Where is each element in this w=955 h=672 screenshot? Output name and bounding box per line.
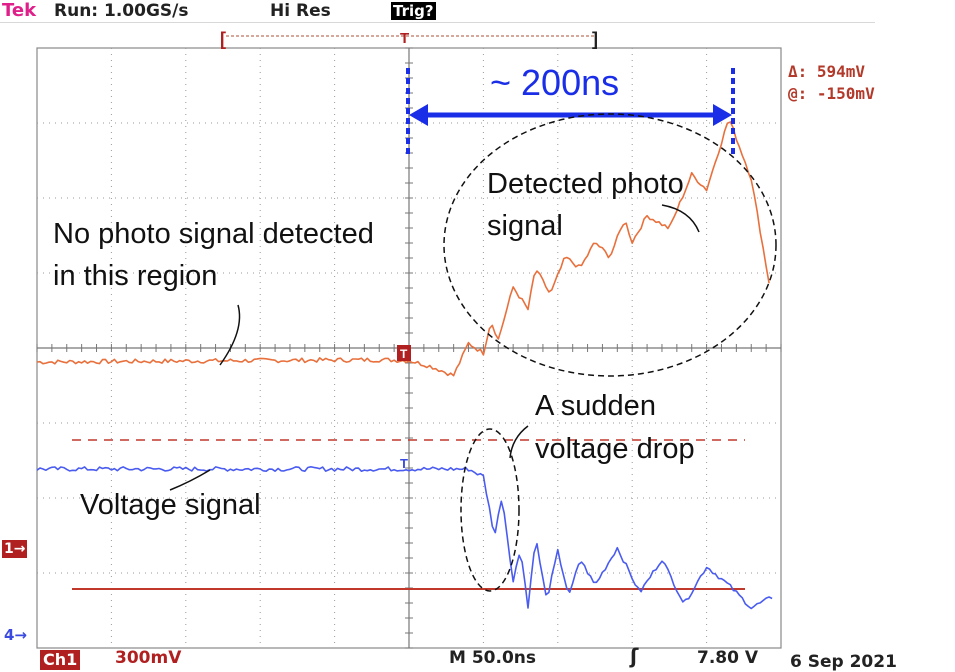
timebase-readout: M 50.0ns xyxy=(449,648,537,668)
svg-text:[: [ xyxy=(220,29,226,49)
acquisition-mode: Hi Res xyxy=(270,1,331,21)
trigger-position-bracket: [ ] T xyxy=(220,29,598,49)
svg-text:]: ] xyxy=(592,29,598,49)
voltage-signal-label: Voltage signal xyxy=(80,489,261,521)
photo-label-line2: signal xyxy=(487,210,563,242)
run-status: Run: 1.00GS/s xyxy=(54,1,189,21)
span-arrow-left xyxy=(409,104,428,126)
rising-edge-icon: ʃ xyxy=(630,644,639,668)
span-label: ~ 200ns xyxy=(490,62,619,103)
ch1-volts-per-div: 300mV xyxy=(115,648,182,668)
status-bar: Tek Run: 1.00GS/s Hi Res Trig? xyxy=(0,0,955,22)
photo-callout-line xyxy=(661,204,700,233)
trigger-level-readout: 7.80 V xyxy=(697,648,759,668)
voltage-drop-ellipse xyxy=(460,428,520,592)
time-span-annotation: ~ 200ns xyxy=(406,62,735,155)
cursor-at-readout: @: -150mV xyxy=(788,84,875,103)
ch4-ground-marker[interactable]: 4→ xyxy=(4,626,28,644)
no-signal-label-line2: in this region xyxy=(53,260,217,292)
no-signal-label-line1: No photo signal detected xyxy=(53,218,374,250)
drop-label-line2: voltage drop xyxy=(535,433,695,465)
no-signal-callout-line xyxy=(219,304,241,366)
ch1-label[interactable]: Ch1 xyxy=(40,650,81,670)
voltage-trace xyxy=(36,466,773,610)
drop-callout-line xyxy=(509,425,529,459)
graticule xyxy=(36,47,782,649)
top-divider xyxy=(0,22,875,23)
ch1-trigger-marker xyxy=(397,345,411,361)
span-arrow-right xyxy=(713,104,732,126)
brand-logo: Tek xyxy=(2,0,37,21)
cursor-delta-readout: Δ: 594mV xyxy=(788,62,866,81)
ch1-ground-marker[interactable]: 1→ xyxy=(2,540,28,558)
date-readout: 6 Sep 2021 xyxy=(790,652,897,672)
trigger-position-marker: T xyxy=(400,30,409,47)
photo-label-line1: Detected photo xyxy=(487,168,684,200)
drop-label-line1: A sudden xyxy=(535,390,656,422)
voltage-callout-line xyxy=(169,469,211,491)
ch1-trigger-marker-label: T xyxy=(400,347,408,361)
ch4-trigger-marker-label: T xyxy=(400,456,408,471)
trigger-status: Trig? xyxy=(391,2,436,20)
photo-signal-ellipse xyxy=(443,113,777,377)
